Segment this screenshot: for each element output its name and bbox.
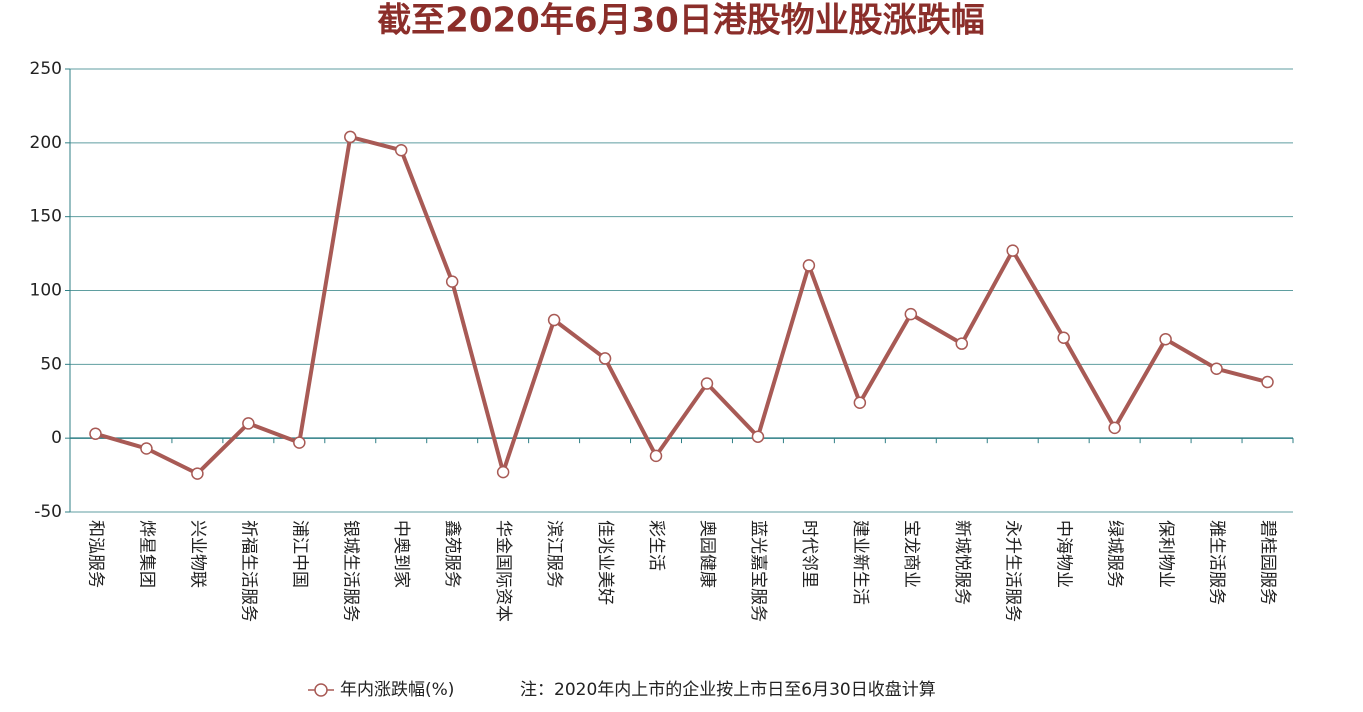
point (802, 259, 816, 272)
x-tick-label: 兴业物联 (187, 520, 207, 588)
legend-marker (314, 683, 328, 697)
x-tick-label: 中海物业 (1054, 520, 1074, 588)
legend-label: 年内涨跌幅(%) (340, 680, 454, 700)
point (649, 449, 663, 463)
x-tick-label: 蓝光嘉宝服务 (748, 520, 768, 622)
x-tick-label: 浦江中国 (289, 520, 309, 588)
point (904, 307, 918, 321)
x-tick-label: 华金国际资本 (493, 520, 513, 622)
point (496, 465, 510, 479)
point (853, 396, 867, 409)
y-tick-label: 150 (30, 207, 62, 227)
point (955, 337, 969, 350)
point (1159, 332, 1172, 346)
x-tick-label: 烨星集团 (136, 520, 156, 588)
x-tick-label: 和泓服务 (85, 520, 105, 588)
x-tick-label: 银城生活服务 (340, 520, 360, 622)
line (94, 134, 1269, 476)
point (445, 275, 459, 288)
x-tick-label: 碧桂园服务 (1258, 520, 1278, 605)
x-tick-label: 中奥到家 (391, 520, 411, 588)
point (293, 436, 306, 449)
x-tick-label: 奥园健康 (697, 520, 717, 588)
x-tick-label: 彩生活 (646, 520, 666, 571)
x-tick-label: 宝龙商业 (901, 520, 921, 588)
x-tick-label: 佳兆业美好 (595, 520, 615, 605)
x-tick-label: 鑫苑服务 (442, 520, 462, 588)
x-tick-label: 滨江服务 (544, 520, 564, 588)
point (1210, 362, 1223, 376)
point (344, 130, 357, 144)
point (140, 442, 153, 455)
x-tick-label: 时代邻里 (799, 520, 819, 588)
y-tick-label: 100 (30, 281, 62, 301)
x-tick-label: 保利物业 (1156, 520, 1176, 588)
x-tick-label: 绿城服务 (1105, 520, 1125, 588)
x-tick-label: 永升生活服务 (1003, 520, 1023, 622)
x-tick-label: 建业新生活 (850, 520, 870, 605)
chart-title: 截至2020年6月30日港股物业股涨跌幅 (377, 1, 985, 41)
y-tick-label: -50 (34, 502, 62, 522)
x-tick-label: 祈福生活服务 (238, 520, 258, 622)
point (242, 417, 255, 430)
point (191, 467, 204, 480)
note: 注：2020年内上市的企业按上市日至6月30日收盘计算 (520, 680, 936, 700)
point (547, 313, 561, 327)
y-tick-label: 250 (30, 59, 62, 79)
point (89, 427, 102, 440)
y-tick-label: 50 (40, 354, 62, 374)
point (1057, 331, 1070, 345)
point (1006, 244, 1019, 257)
point (751, 430, 765, 443)
point (700, 377, 714, 390)
point (394, 143, 408, 157)
x-tick-label: 新城悦服务 (952, 520, 972, 605)
x-tick-label: 雅生活服务 (1207, 520, 1227, 605)
point (1108, 421, 1121, 435)
y-tick-label: 200 (30, 133, 62, 153)
point (1261, 375, 1274, 389)
y-tick-label: 0 (51, 428, 62, 448)
point (598, 352, 612, 365)
